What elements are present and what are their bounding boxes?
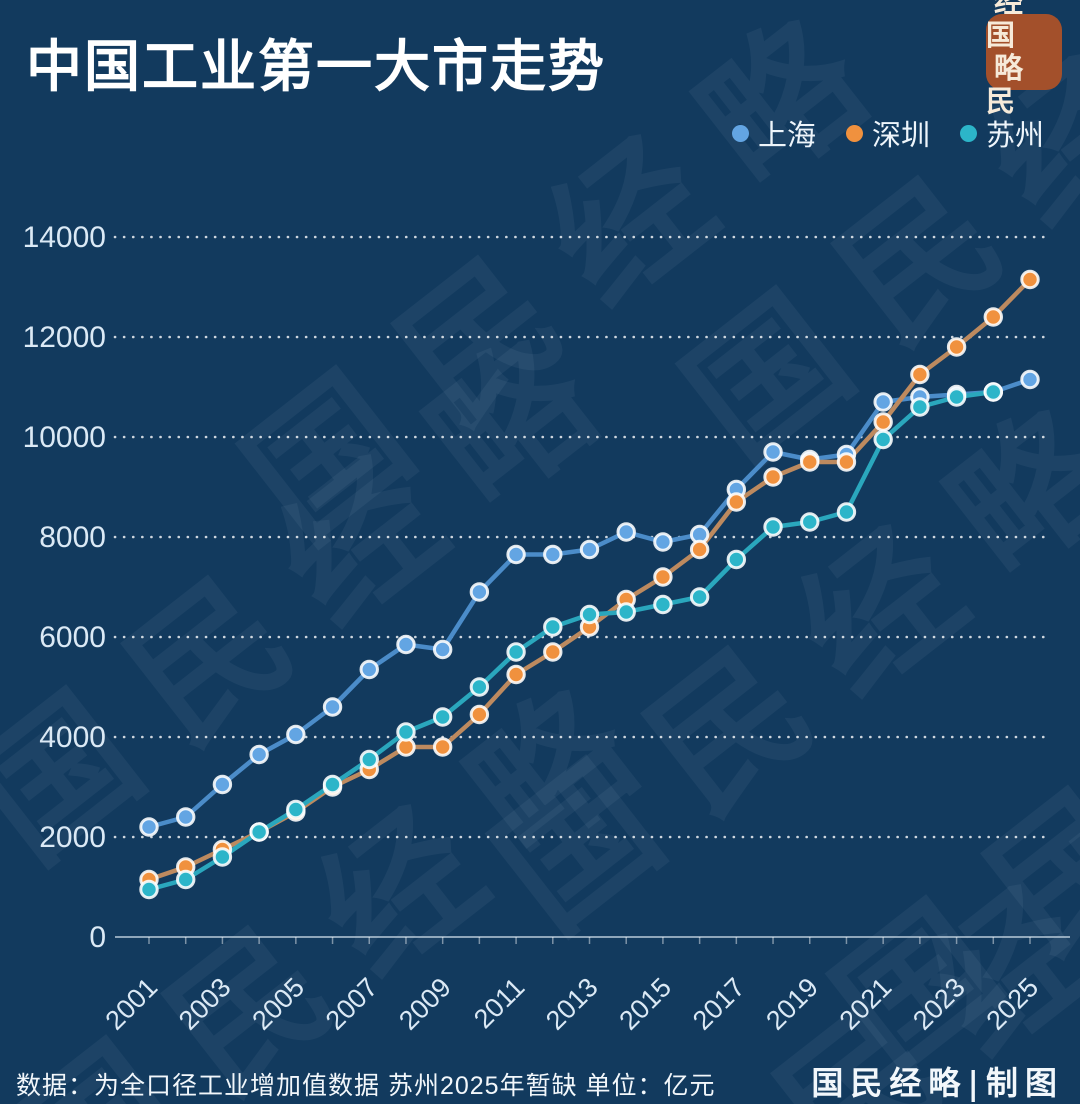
dot-苏州-2010 (469, 677, 490, 697)
dot-苏州-2013 (579, 604, 600, 625)
x-tick-label: 2019 (760, 972, 824, 1036)
x-tick-label: 2017 (687, 972, 751, 1036)
dot-深圳-2020 (836, 452, 857, 472)
x-tick-label: 2001 (100, 972, 164, 1036)
dot-上海-2005 (286, 724, 306, 745)
line-上海 (146, 377, 1033, 830)
data-source-note: 数据：为全口径工业增加值数据 苏州2025年暂缺 单位：亿元 (16, 1072, 716, 1100)
dot-苏州-2001 (139, 879, 159, 900)
credit-text: 国民经略|制图 (811, 1064, 1064, 1102)
dot-上海-2009 (432, 639, 453, 660)
x-tick-label: 2021 (834, 972, 898, 1036)
dot-上海-2014 (616, 522, 636, 542)
legend-dot (845, 124, 863, 142)
legend-label: 苏州 (985, 120, 1044, 152)
y-tick-label: 2000 (39, 821, 106, 854)
dot-苏州-2011 (506, 642, 526, 662)
legend-item-上海: 上海 (731, 112, 816, 154)
dot-苏州-2023 (946, 387, 967, 407)
legend-label: 上海 (757, 120, 816, 152)
dot-上海-2010 (469, 582, 490, 602)
dot-上海-2001 (139, 817, 159, 837)
dot-苏州-2008 (396, 722, 416, 742)
y-tick-label: 8000 (39, 521, 106, 554)
dot-苏州-2017 (726, 549, 747, 570)
dot-深圳-2025 (1020, 269, 1040, 290)
x-tick-label: 2025 (981, 972, 1045, 1036)
y-tick-label: 4000 (39, 721, 106, 754)
brand-logo: 经 国 略 民 (986, 0, 1062, 118)
dot-苏州-2009 (432, 707, 453, 727)
y-tick-label: 14000 (23, 221, 106, 254)
line-深圳 (146, 277, 1033, 882)
brand-logo-text: 经 国 (986, 0, 1032, 52)
dot-上海-2015 (653, 532, 673, 552)
dot-深圳-2024 (983, 307, 1003, 327)
dot-深圳-2009 (432, 737, 453, 757)
dot-苏州-2022 (910, 397, 930, 417)
dot-上海-2021 (873, 392, 893, 412)
dot-苏州-2019 (800, 512, 820, 532)
dot-上海-2012 (543, 544, 563, 565)
page-title: 中国工业第一大市走势 (26, 35, 606, 98)
dot-苏州-2012 (543, 617, 563, 637)
dot-苏州-2024 (983, 382, 1003, 402)
brand-logo-text: 略 民 (986, 51, 1032, 118)
dot-深圳-2010 (469, 704, 490, 725)
chart-legend: 上海 深圳 苏州 (731, 112, 1044, 154)
dot-上海-2004 (249, 744, 269, 765)
legend-item-苏州: 苏州 (959, 112, 1044, 154)
dot-苏州-2004 (249, 822, 269, 842)
dot-苏州-2021 (873, 429, 893, 450)
dot-深圳-2012 (543, 642, 563, 662)
dot-上海-2007 (359, 659, 379, 680)
dot-深圳-2018 (763, 467, 783, 487)
dot-上海-2006 (322, 697, 343, 717)
dot-苏州-2018 (763, 517, 783, 537)
dot-苏州-2020 (836, 502, 857, 522)
legend-label: 深圳 (871, 120, 930, 152)
y-tick-label: 10000 (23, 421, 106, 454)
dot-深圳-2019 (800, 452, 820, 472)
dot-苏州-2007 (359, 749, 379, 770)
dot-上海-2003 (212, 774, 233, 795)
y-tick-label: 6000 (39, 621, 106, 654)
x-tick-label: 2009 (393, 972, 457, 1036)
dot-上海-2013 (579, 539, 600, 560)
dot-深圳-2023 (946, 337, 967, 357)
dot-深圳-2015 (653, 567, 673, 587)
dot-上海-2018 (763, 442, 783, 462)
dot-苏州-2006 (322, 774, 343, 795)
dot-苏州-2015 (653, 594, 673, 615)
legend-dot (959, 124, 977, 142)
dot-苏州-2016 (689, 587, 710, 607)
dot-上海-2011 (506, 544, 526, 565)
dot-上海-2025 (1020, 369, 1040, 390)
x-tick-label: 2003 (173, 972, 237, 1036)
dot-深圳-2022 (910, 364, 930, 385)
x-tick-label: 2013 (540, 972, 604, 1036)
x-tick-label: 2005 (246, 972, 310, 1036)
dot-上海-2008 (396, 634, 416, 655)
dot-苏州-2005 (286, 799, 306, 820)
y-tick-label: 0 (89, 921, 106, 954)
y-tick-label: 12000 (23, 321, 106, 354)
dot-苏州-2003 (212, 847, 233, 867)
dot-深圳-2021 (873, 412, 893, 432)
dot-苏州-2014 (616, 602, 636, 622)
x-tick-label: 2023 (907, 972, 971, 1036)
x-tick-label: 2007 (320, 972, 384, 1036)
dot-深圳-2017 (726, 492, 747, 512)
x-tick-label: 2015 (613, 972, 677, 1036)
legend-item-深圳: 深圳 (845, 112, 930, 154)
legend-dot (731, 124, 749, 142)
dot-苏州-2002 (176, 869, 196, 890)
x-tick-label: 2011 (468, 972, 530, 1034)
dot-上海-2002 (176, 807, 196, 827)
dot-深圳-2011 (506, 664, 526, 685)
dot-深圳-2016 (689, 539, 710, 560)
